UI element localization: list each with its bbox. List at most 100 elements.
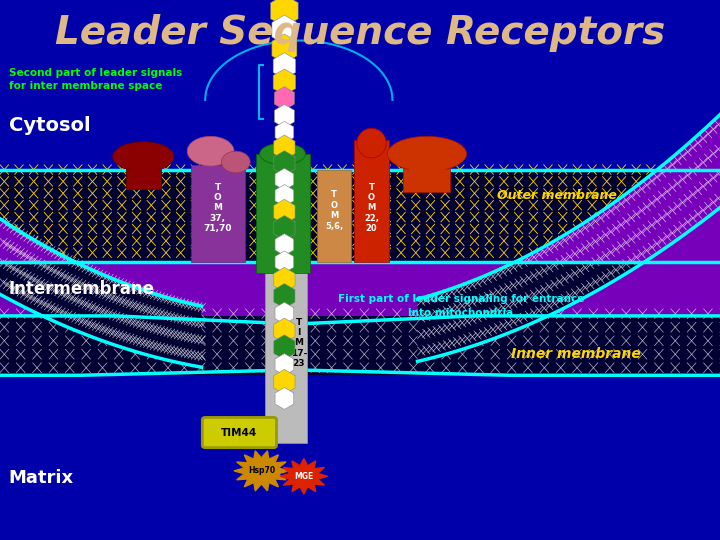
Polygon shape (274, 215, 295, 240)
Bar (0, 429, 720, 431)
Bar (0, 170, 720, 262)
Bar (0, 394, 720, 396)
Bar (0, 187, 720, 190)
Bar (0, 30, 720, 32)
Bar (0, 103, 720, 106)
Polygon shape (234, 451, 289, 491)
Bar (0, 206, 720, 209)
Bar (0, 166, 720, 168)
Bar (0, 369, 720, 372)
Bar (0, 458, 720, 461)
Bar (0, 434, 720, 437)
Bar (0, 262, 720, 316)
Bar (0, 182, 720, 185)
Bar (0, 339, 720, 342)
Bar (0, 513, 720, 516)
Bar (0, 345, 720, 347)
Bar (0, 361, 720, 363)
Polygon shape (275, 388, 294, 409)
Bar (0, 366, 720, 369)
Bar (0, 177, 720, 179)
Bar (0, 307, 720, 309)
Bar (0, 347, 720, 350)
Bar (0, 388, 720, 391)
Bar (0, 375, 720, 540)
Bar (0, 326, 720, 328)
Bar (0, 535, 720, 537)
Bar (0, 49, 720, 51)
Bar (0, 114, 720, 117)
Bar (0, 43, 720, 46)
Bar (0, 396, 720, 399)
Polygon shape (275, 251, 294, 273)
Bar (0, 154, 720, 157)
Bar (0, 391, 720, 394)
Bar (0, 383, 720, 386)
Polygon shape (273, 53, 296, 79)
Bar (0, 225, 720, 228)
Text: Leader Sequence Receptors: Leader Sequence Receptors (55, 14, 665, 51)
Bar (0, 11, 720, 14)
Bar (0, 483, 720, 485)
Bar (0, 212, 720, 214)
Bar (0, 532, 720, 535)
Bar (0, 125, 720, 127)
Bar (0, 247, 720, 249)
Bar (0, 127, 720, 130)
Bar (0, 399, 720, 402)
Bar (409, 156, 445, 173)
Bar (265, 262, 307, 443)
Bar (0, 204, 720, 206)
Bar (0, 521, 720, 524)
Bar (0, 14, 720, 16)
Bar (0, 413, 720, 415)
Polygon shape (274, 135, 295, 160)
Bar (0, 500, 720, 502)
Bar (0, 27, 720, 30)
Bar (0, 524, 720, 526)
Bar (0, 467, 720, 469)
Bar (0, 456, 720, 458)
Bar (0, 316, 720, 402)
Ellipse shape (187, 136, 234, 166)
Bar (0, 380, 720, 383)
Bar (0, 122, 720, 125)
Bar (0, 480, 720, 483)
Bar (130, 157, 156, 173)
Polygon shape (418, 114, 720, 361)
Bar (0, 312, 720, 315)
Polygon shape (275, 168, 294, 190)
Bar (0, 228, 720, 231)
Bar (0, 497, 720, 500)
Bar (0, 266, 720, 268)
Bar (0, 296, 720, 299)
Polygon shape (280, 458, 328, 494)
Bar (0, 518, 720, 521)
Text: Inner membrane: Inner membrane (511, 347, 641, 361)
Bar (0, 174, 720, 177)
Polygon shape (275, 185, 294, 206)
Bar (0, 144, 720, 146)
Bar (0, 320, 720, 323)
Bar (0, 35, 720, 38)
Bar (0, 350, 720, 353)
Bar (0, 117, 720, 119)
Bar (0, 440, 720, 442)
Polygon shape (271, 0, 298, 27)
Bar (0, 157, 720, 160)
Bar (0, 299, 720, 301)
Bar (0, 160, 720, 163)
Bar (0, 410, 720, 413)
Bar (0, 149, 720, 152)
Bar (0, 437, 720, 440)
Bar (0, 469, 720, 472)
Bar (0, 268, 720, 272)
Bar (0, 185, 720, 187)
Text: First part of leader signaling for entrance
into mitochondria: First part of leader signaling for entra… (338, 294, 584, 318)
Bar (0, 491, 720, 494)
Polygon shape (272, 15, 297, 44)
Bar (0, 84, 720, 87)
Text: MGE: MGE (294, 472, 313, 481)
Bar (0, 136, 720, 138)
Bar (0, 51, 720, 55)
